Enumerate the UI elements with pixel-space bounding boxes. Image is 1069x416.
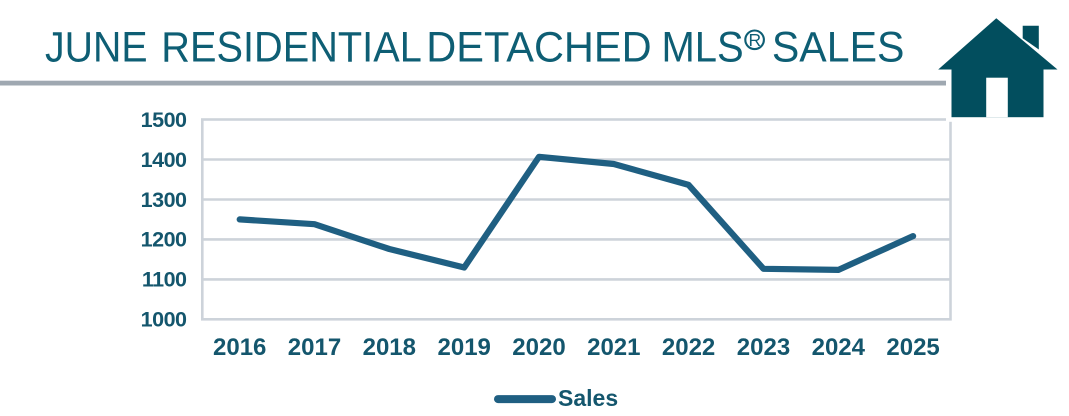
svg-text:DETACHED: DETACHED (426, 25, 651, 72)
svg-text:2022: 2022 (662, 334, 715, 361)
svg-text:MLS: MLS (662, 25, 744, 72)
svg-text:1400: 1400 (141, 148, 187, 172)
svg-text:2017: 2017 (288, 334, 341, 361)
svg-text:R: R (748, 30, 761, 50)
svg-text:1000: 1000 (141, 308, 187, 332)
svg-text:1300: 1300 (141, 188, 187, 212)
svg-text:1100: 1100 (142, 268, 187, 292)
svg-text:2021: 2021 (587, 334, 640, 361)
svg-text:2020: 2020 (512, 334, 565, 361)
svg-text:1500: 1500 (141, 108, 187, 132)
svg-text:2018: 2018 (363, 334, 416, 361)
svg-text:2023: 2023 (737, 334, 790, 361)
svg-text:Sales: Sales (558, 385, 618, 411)
svg-text:2016: 2016 (213, 334, 266, 361)
svg-text:2019: 2019 (438, 334, 491, 361)
svg-text:JUNE: JUNE (45, 25, 148, 72)
svg-text:2025: 2025 (886, 334, 939, 361)
svg-text:SALES: SALES (772, 25, 905, 72)
svg-text:1200: 1200 (141, 228, 187, 252)
svg-text:2024: 2024 (812, 334, 866, 361)
svg-text:RESIDENTIAL: RESIDENTIAL (161, 25, 422, 72)
